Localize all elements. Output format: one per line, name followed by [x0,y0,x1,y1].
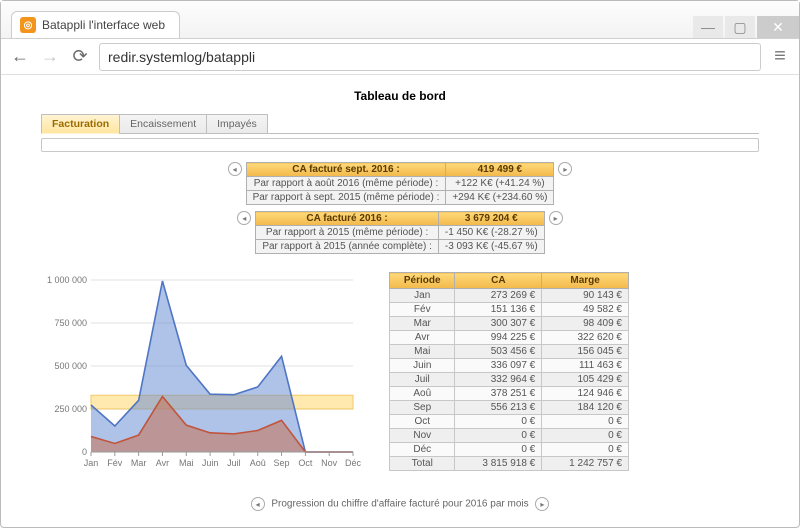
svg-text:0: 0 [82,447,87,457]
page-content: Tableau de bord FacturationEncaissementI… [1,75,799,527]
progress-bar [41,138,759,152]
chart: 0 250 000 500 000 750 000 1 000 000 Jan Fév Mar… [41,272,361,475]
chart-svg: 0 250 000 500 000 750 000 1 000 000 Jan Fév Mar… [41,272,361,472]
browser-tab[interactable]: ◎ Batappli l'interface web [11,11,180,38]
page-title: Tableau de bord [41,89,759,103]
tabs: FacturationEncaissementImpayés [41,113,759,134]
stat-next-icon[interactable]: ▸ [549,211,563,225]
tab-facturation[interactable]: Facturation [41,114,120,134]
tab-title: Batappli l'interface web [42,18,165,32]
svg-text:Sep: Sep [274,458,290,468]
tab-encaissement[interactable]: Encaissement [119,114,207,134]
svg-text:1 000 000: 1 000 000 [47,275,87,285]
caption-prev-icon[interactable]: ◂ [251,497,265,511]
stat-table: CA facturé 2016 :3 679 204 €Par rapport … [255,211,544,254]
window-close[interactable]: ✕ [757,16,799,38]
browser-toolbar: ← → ⟳ ≡ [1,39,799,75]
menu-icon[interactable]: ≡ [769,45,791,68]
svg-text:Mar: Mar [131,458,147,468]
url-input[interactable] [99,43,761,71]
svg-text:Avr: Avr [156,458,169,468]
stat-next-icon[interactable]: ▸ [558,162,572,176]
svg-text:Mai: Mai [179,458,194,468]
svg-text:Juil: Juil [227,458,241,468]
data-table: PériodeCAMargeJan273 269 €90 143 €Fév151… [389,272,629,471]
svg-text:250 000: 250 000 [54,404,87,414]
window-maximize[interactable]: ▢ [725,16,755,38]
stat-prev-icon[interactable]: ◂ [237,211,251,225]
window-minimize[interactable]: — [693,16,723,38]
back-icon[interactable]: ← [9,46,31,67]
svg-text:Oct: Oct [298,458,313,468]
stat-table: CA facturé sept. 2016 :419 499 €Par rapp… [246,162,555,205]
svg-text:Déc: Déc [345,458,361,468]
svg-text:Aoû: Aoû [250,458,266,468]
favicon: ◎ [20,17,36,33]
chart-caption: ◂ Progression du chiffre d'affaire factu… [41,497,759,511]
tab-impayés[interactable]: Impayés [206,114,268,134]
window-titlebar: ◎ Batappli l'interface web — ▢ ✕ [1,1,799,39]
svg-text:Fév: Fév [107,458,123,468]
svg-text:Nov: Nov [321,458,338,468]
svg-text:500 000: 500 000 [54,361,87,371]
svg-text:750 000: 750 000 [54,318,87,328]
svg-text:Jan: Jan [84,458,99,468]
forward-icon[interactable]: → [39,46,61,67]
svg-text:Juin: Juin [202,458,219,468]
stat-prev-icon[interactable]: ◂ [228,162,242,176]
reload-icon[interactable]: ⟳ [69,46,91,67]
caption-next-icon[interactable]: ▸ [535,497,549,511]
